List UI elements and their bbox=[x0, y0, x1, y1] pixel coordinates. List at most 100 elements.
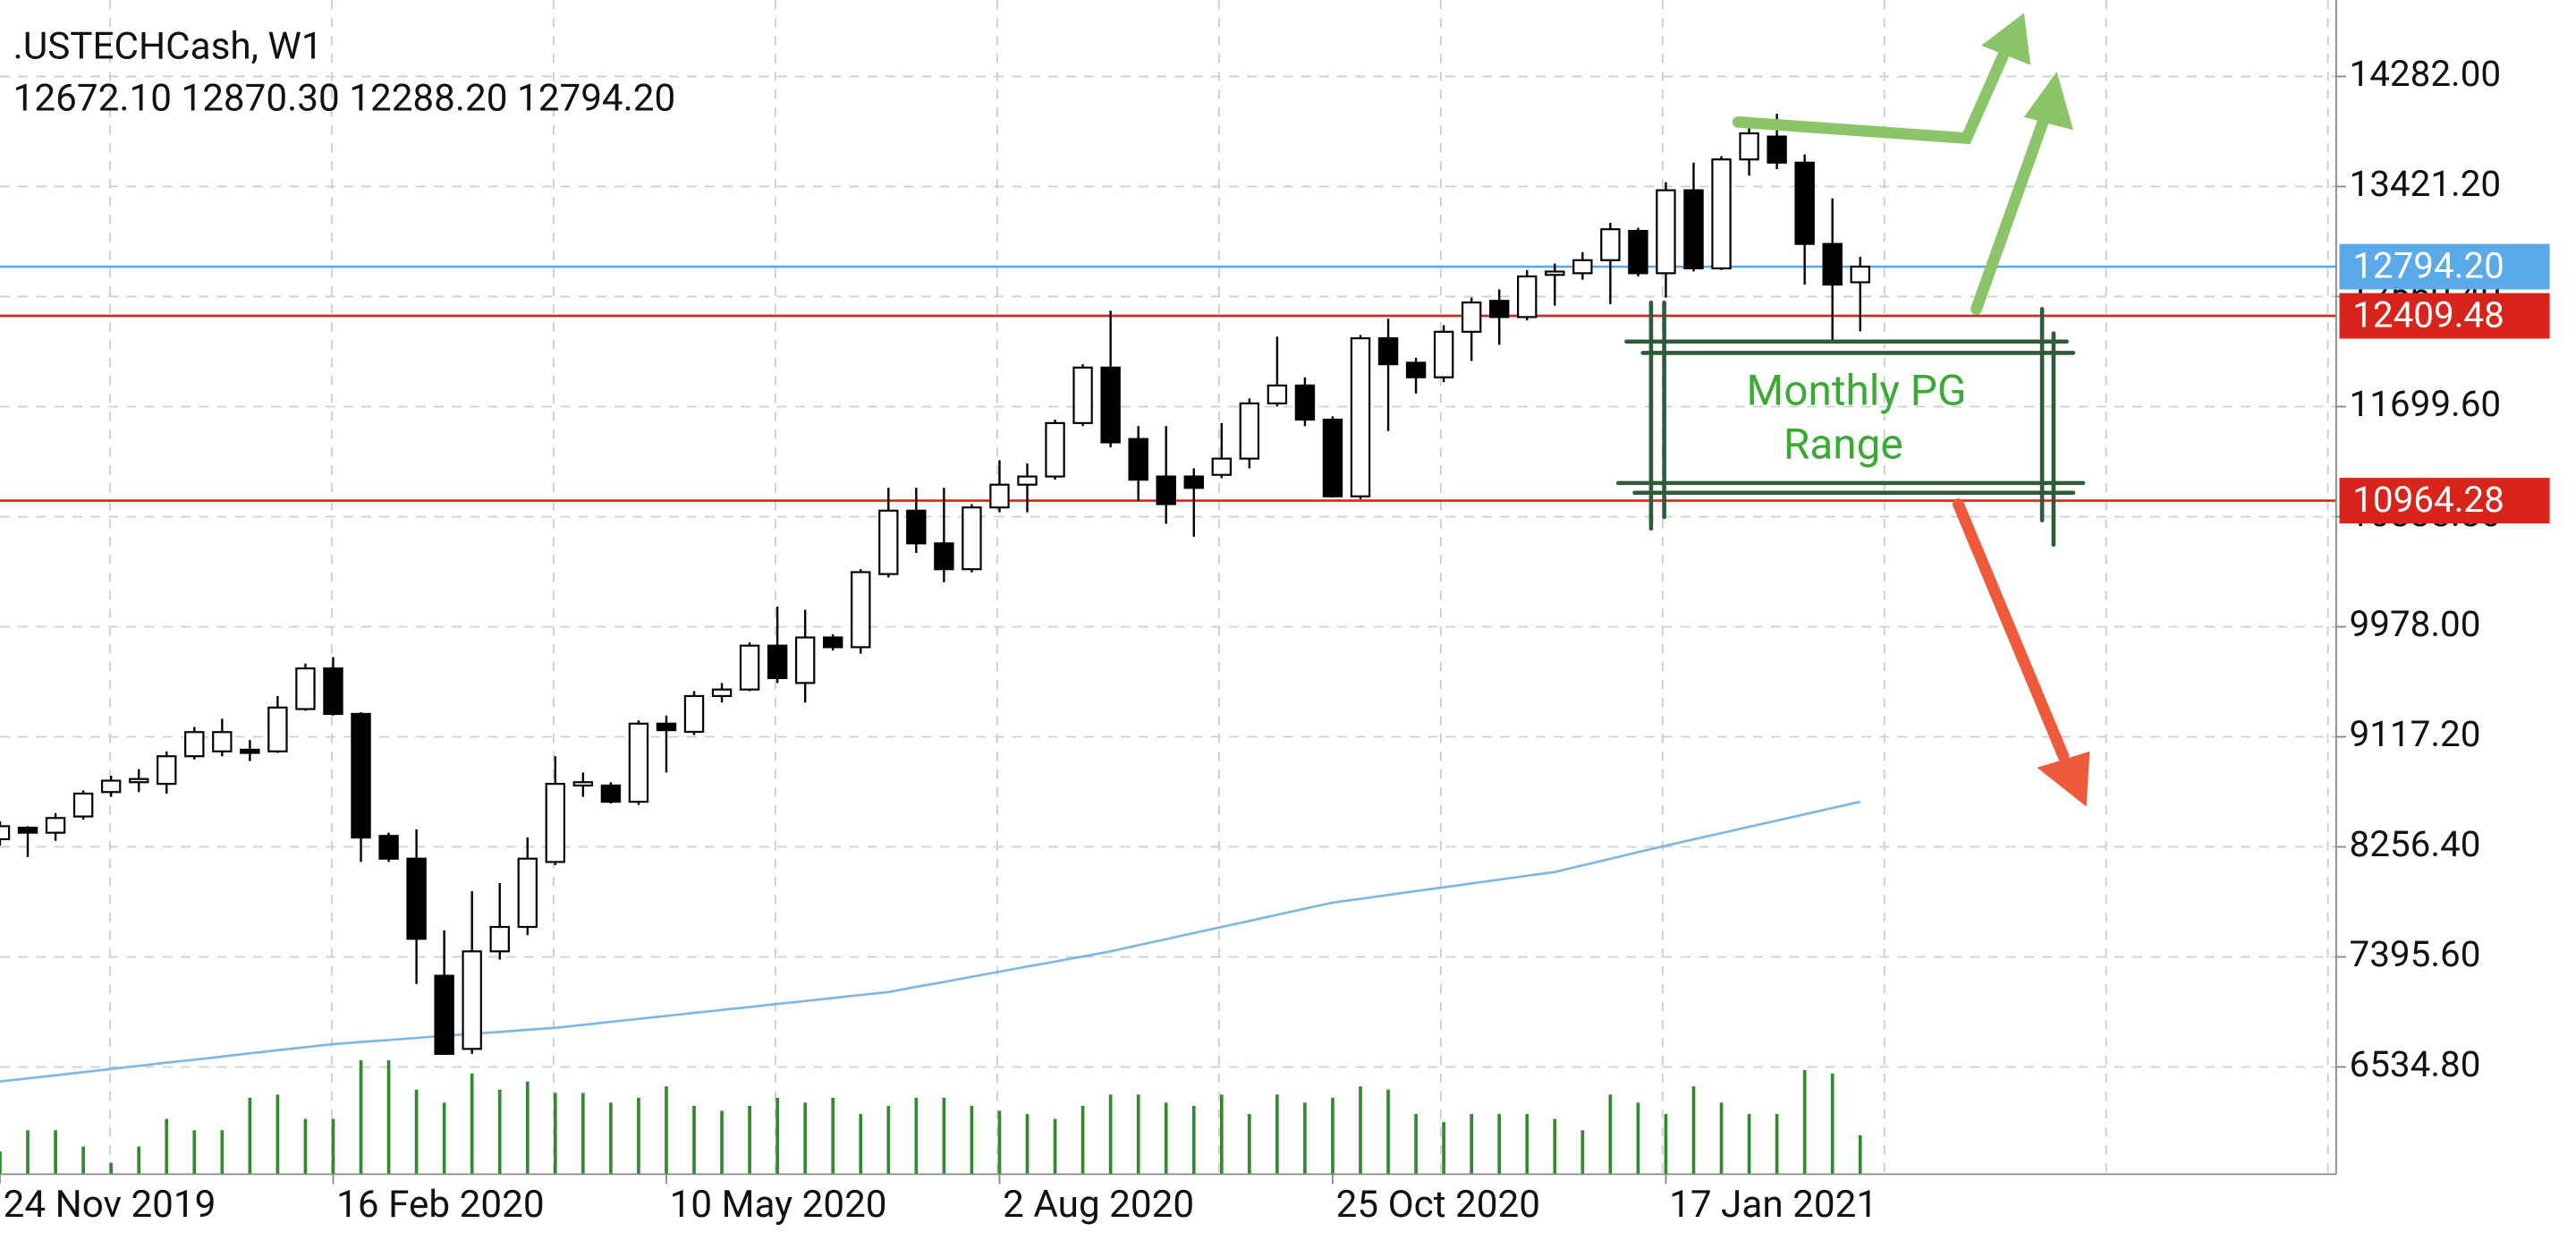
price-tag bbox=[2339, 293, 2550, 339]
candle-body bbox=[1656, 189, 1676, 275]
candle-body bbox=[1350, 337, 1371, 497]
candle-body bbox=[267, 706, 288, 752]
candle-body bbox=[1600, 228, 1621, 261]
y-tick-label: 9117.20 bbox=[2350, 713, 2481, 755]
candle-body bbox=[1183, 475, 1204, 489]
y-tick-label: 11699.60 bbox=[2350, 383, 2502, 425]
candle-body bbox=[683, 694, 705, 734]
price-tag bbox=[2339, 478, 2550, 524]
candle-body bbox=[1461, 302, 1482, 333]
arrow-head bbox=[2023, 71, 2073, 131]
drawings bbox=[1615, 13, 2090, 807]
price-tag-label: 10964.28 bbox=[2352, 479, 2504, 521]
candle-body bbox=[628, 722, 649, 803]
candles bbox=[0, 114, 1870, 1056]
candle-body bbox=[323, 667, 343, 716]
candle-body bbox=[129, 777, 149, 784]
candle-body bbox=[45, 817, 66, 834]
x-tick-label: 25 Oct 2020 bbox=[1336, 1183, 1540, 1227]
y-tick-label: 14282.00 bbox=[2350, 53, 2502, 95]
candle-body bbox=[600, 784, 622, 803]
candle-body bbox=[1100, 366, 1121, 444]
candle-body bbox=[157, 755, 177, 786]
red-arrow bbox=[1952, 498, 2070, 762]
x-tick-label: 2 Aug 2020 bbox=[1003, 1183, 1194, 1227]
x-tick-label: 10 May 2020 bbox=[670, 1183, 887, 1227]
candle-body bbox=[100, 779, 122, 794]
candle-body bbox=[962, 506, 982, 571]
candle-body bbox=[1850, 265, 1870, 284]
arrow-head bbox=[2037, 751, 2090, 807]
candle-body bbox=[17, 827, 38, 834]
candle-body bbox=[1239, 402, 1260, 460]
x-tick-label: 16 Feb 2020 bbox=[336, 1183, 544, 1227]
candle-body bbox=[989, 483, 1010, 509]
candle-body bbox=[1572, 259, 1593, 275]
candle-body bbox=[1322, 418, 1343, 497]
green-arrow bbox=[1970, 105, 2053, 315]
candle-body bbox=[378, 835, 399, 860]
candle-body bbox=[767, 644, 788, 680]
y-tick-label: 9978.00 bbox=[2350, 603, 2481, 645]
ma-layer bbox=[0, 800, 1861, 1083]
candle-body bbox=[545, 783, 566, 863]
info-line: 12672.10 12870.30 12288.20 12794.20 bbox=[13, 77, 676, 121]
candle-body bbox=[1045, 421, 1065, 478]
candle-body bbox=[240, 748, 260, 754]
candle-body bbox=[1739, 132, 1759, 161]
candle-body bbox=[462, 950, 482, 1050]
price-tag-label: 12794.20 bbox=[2352, 245, 2504, 287]
info-open: 12672.10 bbox=[13, 77, 172, 121]
candle-body bbox=[1433, 330, 1454, 378]
axis-labels: 14282.0013421.2012560.4011699.6010838.80… bbox=[0, 53, 2501, 1227]
candle-body bbox=[1267, 384, 1288, 404]
candle-body bbox=[823, 636, 843, 649]
candle-body bbox=[1211, 457, 1232, 476]
candle-body bbox=[1405, 361, 1427, 378]
price-tag-label: 12409.48 bbox=[2352, 294, 2504, 336]
candle-body bbox=[794, 636, 816, 684]
candle-body bbox=[351, 712, 371, 839]
candle-body bbox=[878, 509, 899, 575]
y-tick-label: 6534.80 bbox=[2350, 1043, 2481, 1085]
candle-body bbox=[1017, 475, 1038, 486]
annotation: Monthly PG bbox=[1747, 366, 1967, 416]
candle-body bbox=[739, 644, 760, 691]
candle-body bbox=[1488, 300, 1510, 319]
candle-body bbox=[1683, 189, 1704, 270]
candle-body bbox=[1794, 161, 1815, 245]
candle-body bbox=[906, 509, 927, 545]
candle-body bbox=[0, 825, 11, 841]
candle-body bbox=[934, 542, 954, 571]
candle-body bbox=[184, 731, 205, 758]
annotation: Range bbox=[1784, 420, 1903, 470]
grid bbox=[0, 0, 2336, 1175]
candle-body bbox=[1377, 337, 1399, 366]
candle-body bbox=[656, 722, 677, 732]
candle-body bbox=[1156, 475, 1176, 506]
candle-body bbox=[295, 667, 316, 710]
arrow-head bbox=[1981, 13, 2031, 65]
candle-body bbox=[212, 731, 233, 752]
candle-body bbox=[851, 571, 871, 649]
chart-title: .USTECHCash, W1 bbox=[13, 25, 323, 69]
candle-body bbox=[72, 792, 94, 818]
price-tag bbox=[2339, 243, 2550, 290]
candle-body bbox=[1517, 275, 1538, 319]
green-arrow bbox=[1732, 39, 2013, 145]
candle-body bbox=[1822, 242, 1843, 286]
y-tick-label: 7395.60 bbox=[2350, 933, 2481, 975]
candle-body bbox=[1767, 135, 1787, 164]
candle-body bbox=[1072, 366, 1093, 424]
candle-body bbox=[572, 781, 594, 787]
y-tick-label: 13421.20 bbox=[2350, 163, 2502, 205]
x-tick-label: 24 Nov 2019 bbox=[4, 1183, 216, 1227]
candle-body bbox=[1128, 438, 1148, 481]
candle-body bbox=[711, 688, 733, 698]
volume-layer bbox=[0, 1060, 1862, 1175]
moving-average bbox=[0, 800, 1861, 1083]
candle-body bbox=[1711, 158, 1732, 270]
range-box bbox=[1615, 300, 2086, 548]
